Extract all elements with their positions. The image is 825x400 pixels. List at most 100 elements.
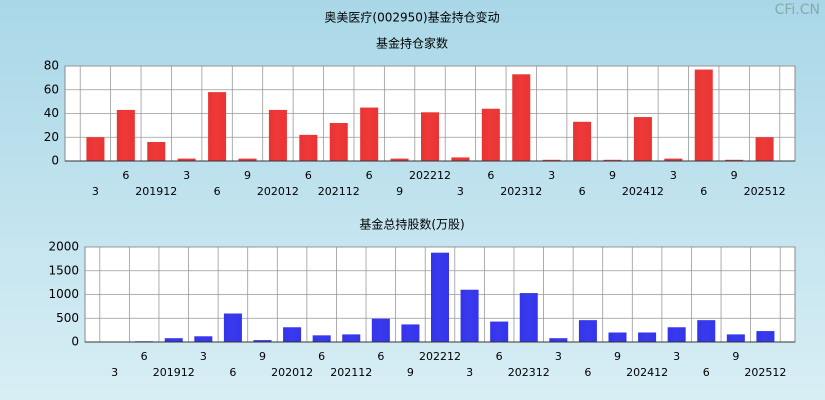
bar-shade [725,159,744,161]
x-tick-label: 6 [229,366,236,379]
x-tick-label: 202212 [409,169,451,182]
y-tick-label: 0 [71,335,79,349]
bar-shade [756,331,775,342]
x-tick-label: 6 [579,185,586,198]
bar-shade [603,159,622,161]
bar-shade [608,332,627,342]
subplot-title: 基金总持股数(万股) [359,217,464,232]
bar-shade [208,92,227,161]
x-tick-label: 6 [141,350,148,363]
x-tick-label: 3 [92,185,99,198]
bar-shade [253,340,272,342]
x-tick-label: 6 [214,185,221,198]
x-tick-label: 6 [584,366,591,379]
x-tick-label: 3 [200,350,207,363]
bar-shade [573,121,592,161]
bar-shade [490,321,509,342]
bar-shade [164,338,183,342]
bar-shade [755,137,774,161]
x-tick-label: 3 [670,169,677,182]
bar-shade [401,324,420,342]
y-tick-label: 0 [51,154,59,168]
x-tick-label: 3 [183,169,190,182]
x-tick-label: 3 [466,366,473,379]
bar-shade [268,109,287,161]
bar-shade [371,318,390,342]
bar-shade [578,320,597,342]
x-tick-label: 202412 [622,185,664,198]
x-tick-label: 9 [609,169,616,182]
y-tick-label: 80 [44,59,59,73]
bar-shade [147,142,166,161]
watermark: CFi.CN [775,2,820,18]
y-tick-label: 20 [44,130,59,144]
x-tick-label: 6 [305,169,312,182]
y-tick-label: 1500 [48,263,79,277]
x-tick-label: 9 [244,169,251,182]
bar-shade [512,74,531,161]
bar-shade [421,112,439,161]
bar-shade [694,69,713,161]
bar-shade [667,327,686,342]
x-tick-label: 6 [487,169,494,182]
x-tick-label: 6 [700,185,707,198]
bar-shade [223,313,242,342]
bar-shade [86,137,105,161]
x-tick-label: 202512 [744,366,786,379]
bar-shade [360,107,379,161]
y-tick-label: 40 [44,106,59,120]
bar-shade [431,252,449,342]
x-tick-label: 9 [407,366,414,379]
x-tick-label: 6 [318,350,325,363]
x-tick-label: 202412 [626,366,668,379]
bar-shade [238,158,257,161]
bar-shade [194,336,213,342]
x-tick-label: 3 [555,350,562,363]
x-tick-label: 6 [122,169,129,182]
x-tick-label: 202512 [744,185,786,198]
bar-shade [390,158,409,161]
bar-shade [519,293,538,342]
bar-shade [664,158,683,161]
x-tick-label: 6 [377,350,384,363]
chart-title: 奥美医疗(002950)基金持仓变动 [324,10,499,25]
bar-shade [549,338,568,342]
x-tick-label: 3 [673,350,680,363]
x-tick-label: 6 [366,169,373,182]
bar-shade [299,134,318,161]
x-tick-label: 3 [548,169,555,182]
y-tick-label: 2000 [48,240,79,254]
bar-shade [312,335,331,342]
subplot-title: 基金持仓家数 [376,36,448,51]
x-tick-label: 9 [614,350,621,363]
x-tick-label: 201912 [153,366,195,379]
x-tick-label: 202312 [508,366,550,379]
bar-shade [451,157,470,161]
y-tick-label: 500 [56,311,79,325]
x-tick-label: 9 [731,169,738,182]
x-tick-label: 6 [496,350,503,363]
y-tick-label: 1000 [48,287,79,301]
bar-shade [283,327,302,342]
x-tick-label: 9 [396,185,403,198]
y-tick-label: 60 [44,82,59,96]
x-tick-label: 3 [457,185,464,198]
bar-shade [481,108,500,161]
x-tick-label: 202312 [500,185,542,198]
x-tick-label: 201912 [135,185,177,198]
x-tick-label: 202112 [330,366,372,379]
bar-shade [116,109,135,161]
x-tick-label: 9 [732,350,739,363]
x-tick-label: 202112 [318,185,360,198]
bar-shade [697,320,716,342]
bar-shade [633,117,652,161]
bar-shade [177,158,196,161]
bar-shade [726,334,745,342]
bar-shade [329,123,348,161]
x-tick-label: 202012 [257,185,299,198]
bar-shade [342,334,361,342]
x-tick-label: 202212 [419,350,461,363]
bar-shade [542,159,561,161]
bar-shade [638,332,657,342]
